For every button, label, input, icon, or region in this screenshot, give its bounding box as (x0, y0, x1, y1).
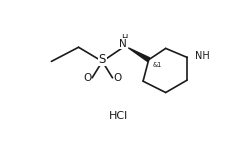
Text: O: O (82, 73, 91, 83)
Text: NH: NH (194, 51, 209, 61)
Text: N: N (119, 39, 127, 49)
Polygon shape (128, 48, 149, 62)
Text: &1: &1 (152, 62, 161, 68)
Text: HCl: HCl (108, 111, 127, 121)
Text: H: H (121, 34, 127, 43)
Text: S: S (98, 53, 106, 66)
Text: O: O (113, 73, 121, 83)
